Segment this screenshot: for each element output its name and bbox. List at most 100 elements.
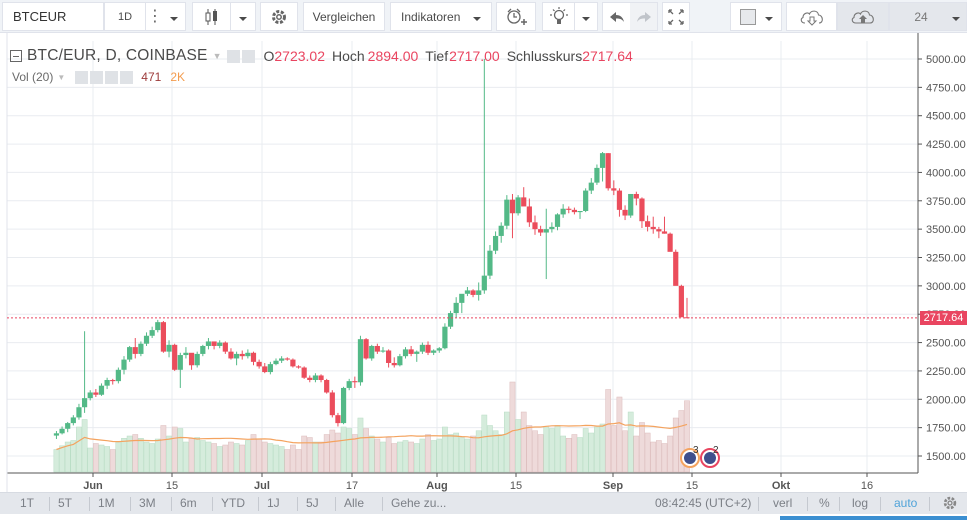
cloud-upload-icon [851, 10, 874, 24]
count-value: 24 [914, 9, 928, 24]
svg-text:4750.00: 4750.00 [926, 82, 966, 94]
svg-text:3500.00: 3500.00 [926, 224, 966, 236]
svg-text:2000.00: 2000.00 [926, 394, 966, 406]
scale-option-log[interactable]: log [852, 496, 869, 510]
eye-icon[interactable] [75, 70, 89, 84]
indicators-label: Indikatoren [401, 9, 461, 24]
cloud-download-icon [800, 10, 823, 26]
add-alert-button[interactable] [496, 2, 536, 31]
high-value: 2894.00 [367, 48, 419, 64]
collapse-icon[interactable] [10, 50, 22, 62]
volume-title: Vol (20) [12, 70, 54, 84]
chart-style-selector[interactable] [192, 2, 256, 31]
svg-text:Okt: Okt [772, 480, 791, 492]
gear-icon[interactable] [242, 49, 256, 63]
settings-button[interactable] [260, 2, 298, 31]
svg-text:5000.00: 5000.00 [926, 54, 966, 66]
svg-text:3000.00: 3000.00 [926, 281, 966, 293]
chevron-down-icon [764, 10, 773, 24]
scale-option-percent[interactable]: % [819, 496, 830, 510]
scale-option-verl[interactable]: verl [773, 496, 793, 510]
svg-text:2250.00: 2250.00 [926, 366, 966, 378]
progress-bar [780, 516, 967, 520]
svg-text:1500.00: 1500.00 [926, 451, 966, 463]
range-button-5t[interactable]: 5T [58, 496, 73, 510]
undo-icon[interactable] [603, 11, 630, 23]
low-label: Tief [425, 48, 449, 64]
svg-text:3750.00: 3750.00 [926, 196, 966, 208]
last-price-tag: 2717.64 [920, 311, 967, 325]
range-button-1m[interactable]: 1M [98, 496, 115, 510]
chart-canvas[interactable]: 1500.001750.002000.002250.002500.002750.… [0, 33, 967, 492]
fullscreen-button[interactable] [662, 2, 690, 31]
high-label: Hoch [331, 48, 365, 64]
volume-ma-value: 2K [170, 70, 185, 84]
open-value: 2723.02 [274, 48, 325, 64]
range-button-gehezu[interactable]: Gehe zu... [391, 496, 447, 510]
volume-legend: Vol (20) ▼ 471 2K [12, 70, 185, 84]
event-icon [700, 448, 720, 468]
chevron-down-icon[interactable]: ▼ [57, 72, 66, 82]
price-chart[interactable]: 1500.001750.002000.002250.002500.002750.… [0, 33, 967, 492]
range-button-5j[interactable]: 5J [306, 496, 319, 510]
count-selector[interactable]: 24 [889, 2, 967, 31]
svg-text:Jul: Jul [254, 480, 270, 492]
color-theme-selector[interactable] [730, 2, 782, 31]
color-square-icon [739, 8, 756, 25]
compare-button[interactable]: Vergleichen [303, 2, 385, 31]
svg-text:1750.00: 1750.00 [926, 423, 966, 435]
svg-text:4250.00: 4250.00 [926, 139, 966, 151]
series-title: BTC/EUR, D, COINBASE [27, 47, 208, 64]
eye-icon[interactable] [227, 49, 241, 63]
range-button-3m[interactable]: 3M [139, 496, 156, 510]
gear-icon[interactable] [90, 70, 104, 84]
svg-text:15: 15 [686, 480, 698, 492]
save-layout-button[interactable] [837, 2, 889, 31]
bottom-toolbar: 1T 5T 1M 3M 6m YTD 1J 5J Alle Gehe zu... 08:42:45… [0, 492, 967, 514]
candlestick-icon [193, 8, 230, 26]
symbol-search-input[interactable]: BTCEUR [2, 2, 104, 31]
events-badge[interactable]: 3 2 [680, 445, 726, 468]
chevron-down-icon[interactable] [164, 10, 184, 24]
scale-option-auto[interactable]: auto [894, 496, 918, 510]
chevron-down-icon[interactable] [575, 10, 597, 24]
interval-selector[interactable]: 1D ⋮ [104, 2, 186, 31]
chevron-down-icon[interactable] [231, 10, 255, 24]
gear-icon[interactable] [942, 495, 958, 514]
svg-text:16: 16 [861, 480, 873, 492]
chevron-down-icon[interactable]: ▼ [212, 51, 222, 61]
fullscreen-icon [668, 8, 684, 25]
indicators-button[interactable]: Indikatoren [390, 2, 492, 31]
top-toolbar: BTCEUR 1D ⋮ Vergleichen Indikatoren [0, 0, 967, 33]
symbol-text: BTCEUR [13, 9, 67, 24]
close-label: Schlusskurs [506, 48, 583, 64]
svg-text:Jun: Jun [83, 480, 103, 492]
compare-label: Vergleichen [312, 9, 376, 24]
redo-icon[interactable] [630, 3, 657, 30]
plus-icon[interactable] [105, 70, 119, 84]
interval-text: 1D [117, 10, 133, 23]
more-vertical-icon[interactable]: ⋮ [147, 7, 163, 25]
range-button-1j[interactable]: 1J [267, 496, 280, 510]
ideas-button[interactable] [542, 2, 598, 31]
chevron-down-icon [952, 10, 960, 24]
svg-text:3250.00: 3250.00 [926, 252, 966, 264]
volume-value: 471 [141, 70, 162, 84]
undo-redo-group [602, 2, 658, 31]
svg-text:4000.00: 4000.00 [926, 167, 966, 179]
svg-text:4500.00: 4500.00 [926, 111, 966, 123]
svg-text:17: 17 [346, 480, 358, 492]
range-button-6m[interactable]: 6m [180, 496, 197, 510]
range-button-1t[interactable]: 1T [20, 496, 35, 510]
svg-text:Aug: Aug [426, 480, 447, 492]
chevron-down-icon [473, 10, 482, 24]
range-button-alle[interactable]: Alle [344, 496, 365, 510]
alarm-add-icon [507, 8, 527, 25]
svg-text:15: 15 [166, 480, 178, 492]
load-layout-button[interactable] [786, 2, 837, 31]
close-icon[interactable] [120, 70, 134, 84]
event-icon [680, 448, 700, 468]
range-button-ytd[interactable]: YTD [221, 496, 245, 510]
svg-text:2500.00: 2500.00 [926, 338, 966, 350]
